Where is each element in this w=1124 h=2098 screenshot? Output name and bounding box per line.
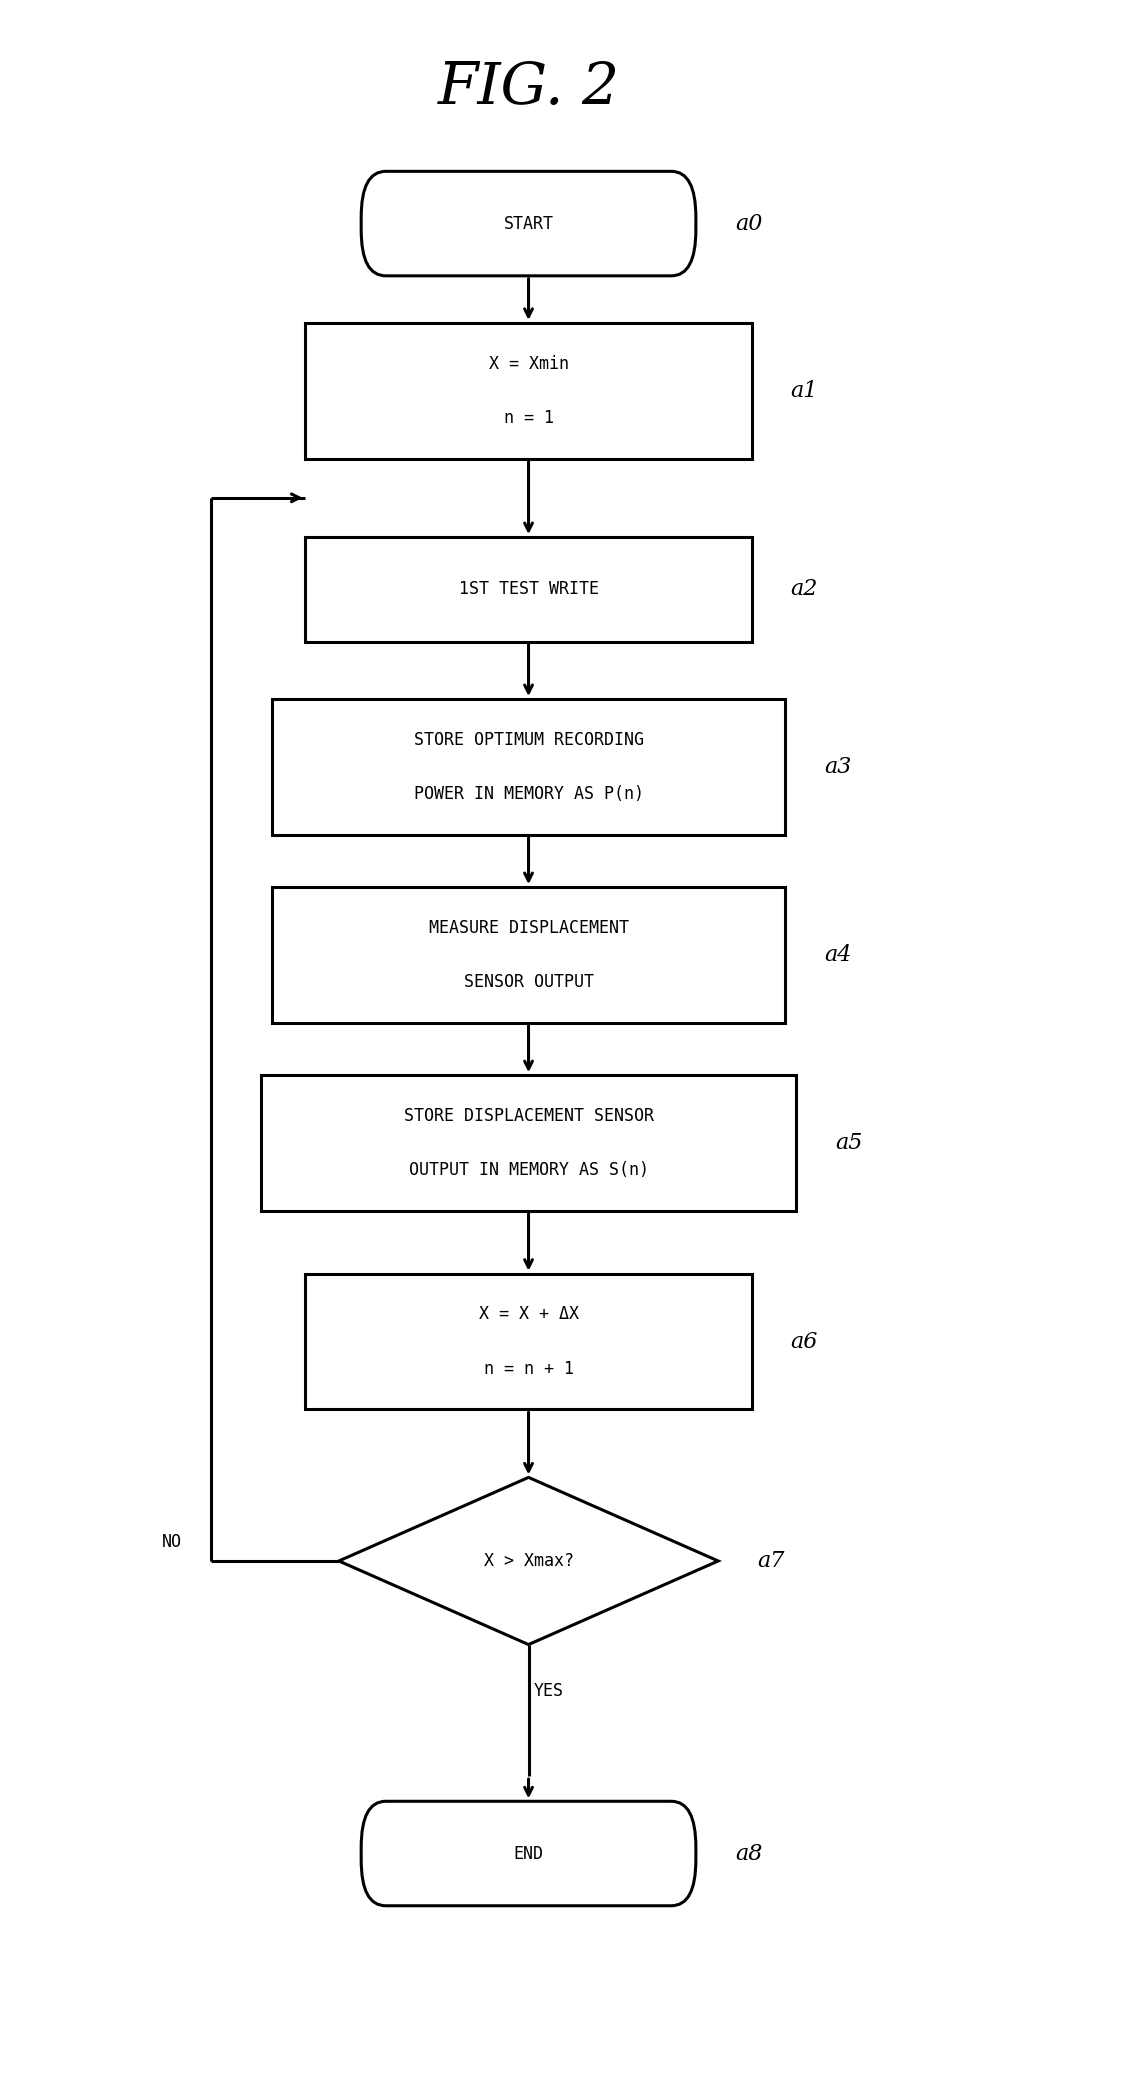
Text: MEASURE DISPLACEMENT: MEASURE DISPLACEMENT (428, 919, 628, 938)
Bar (272, 699, 786, 835)
Text: YES: YES (534, 1683, 563, 1699)
FancyBboxPatch shape (361, 1802, 696, 1905)
Text: NO: NO (162, 1532, 181, 1550)
Text: a4: a4 (824, 944, 852, 965)
Text: END: END (514, 1844, 544, 1863)
Text: n = 1: n = 1 (504, 409, 553, 426)
Text: n = n + 1: n = n + 1 (483, 1360, 573, 1378)
Text: X = X + ΔX: X = X + ΔX (479, 1305, 579, 1324)
Text: X = Xmin: X = Xmin (489, 355, 569, 373)
Text: a8: a8 (735, 1842, 762, 1865)
Text: a2: a2 (790, 579, 818, 600)
Text: a0: a0 (735, 212, 762, 235)
Text: START: START (504, 214, 553, 233)
Text: STORE DISPLACEMENT SENSOR: STORE DISPLACEMENT SENSOR (404, 1108, 653, 1125)
Text: SENSOR OUTPUT: SENSOR OUTPUT (463, 973, 593, 990)
Bar (261, 1074, 796, 1211)
Text: a6: a6 (790, 1330, 818, 1353)
Bar (306, 537, 752, 642)
Text: a3: a3 (824, 755, 852, 778)
Text: STORE OPTIMUM RECORDING: STORE OPTIMUM RECORDING (414, 730, 644, 749)
Text: OUTPUT IN MEMORY AS S(n): OUTPUT IN MEMORY AS S(n) (408, 1160, 649, 1179)
Text: FIG. 2: FIG. 2 (437, 59, 619, 115)
Bar (306, 323, 752, 459)
Text: 1ST TEST WRITE: 1ST TEST WRITE (459, 581, 598, 598)
Text: a7: a7 (758, 1550, 785, 1571)
Bar (306, 1273, 752, 1410)
FancyBboxPatch shape (361, 172, 696, 275)
Text: X > Xmax?: X > Xmax? (483, 1553, 573, 1569)
Text: POWER IN MEMORY AS P(n): POWER IN MEMORY AS P(n) (414, 785, 644, 804)
Text: a1: a1 (790, 380, 818, 401)
Polygon shape (338, 1477, 718, 1645)
Text: a5: a5 (835, 1133, 863, 1154)
Bar (272, 887, 786, 1024)
